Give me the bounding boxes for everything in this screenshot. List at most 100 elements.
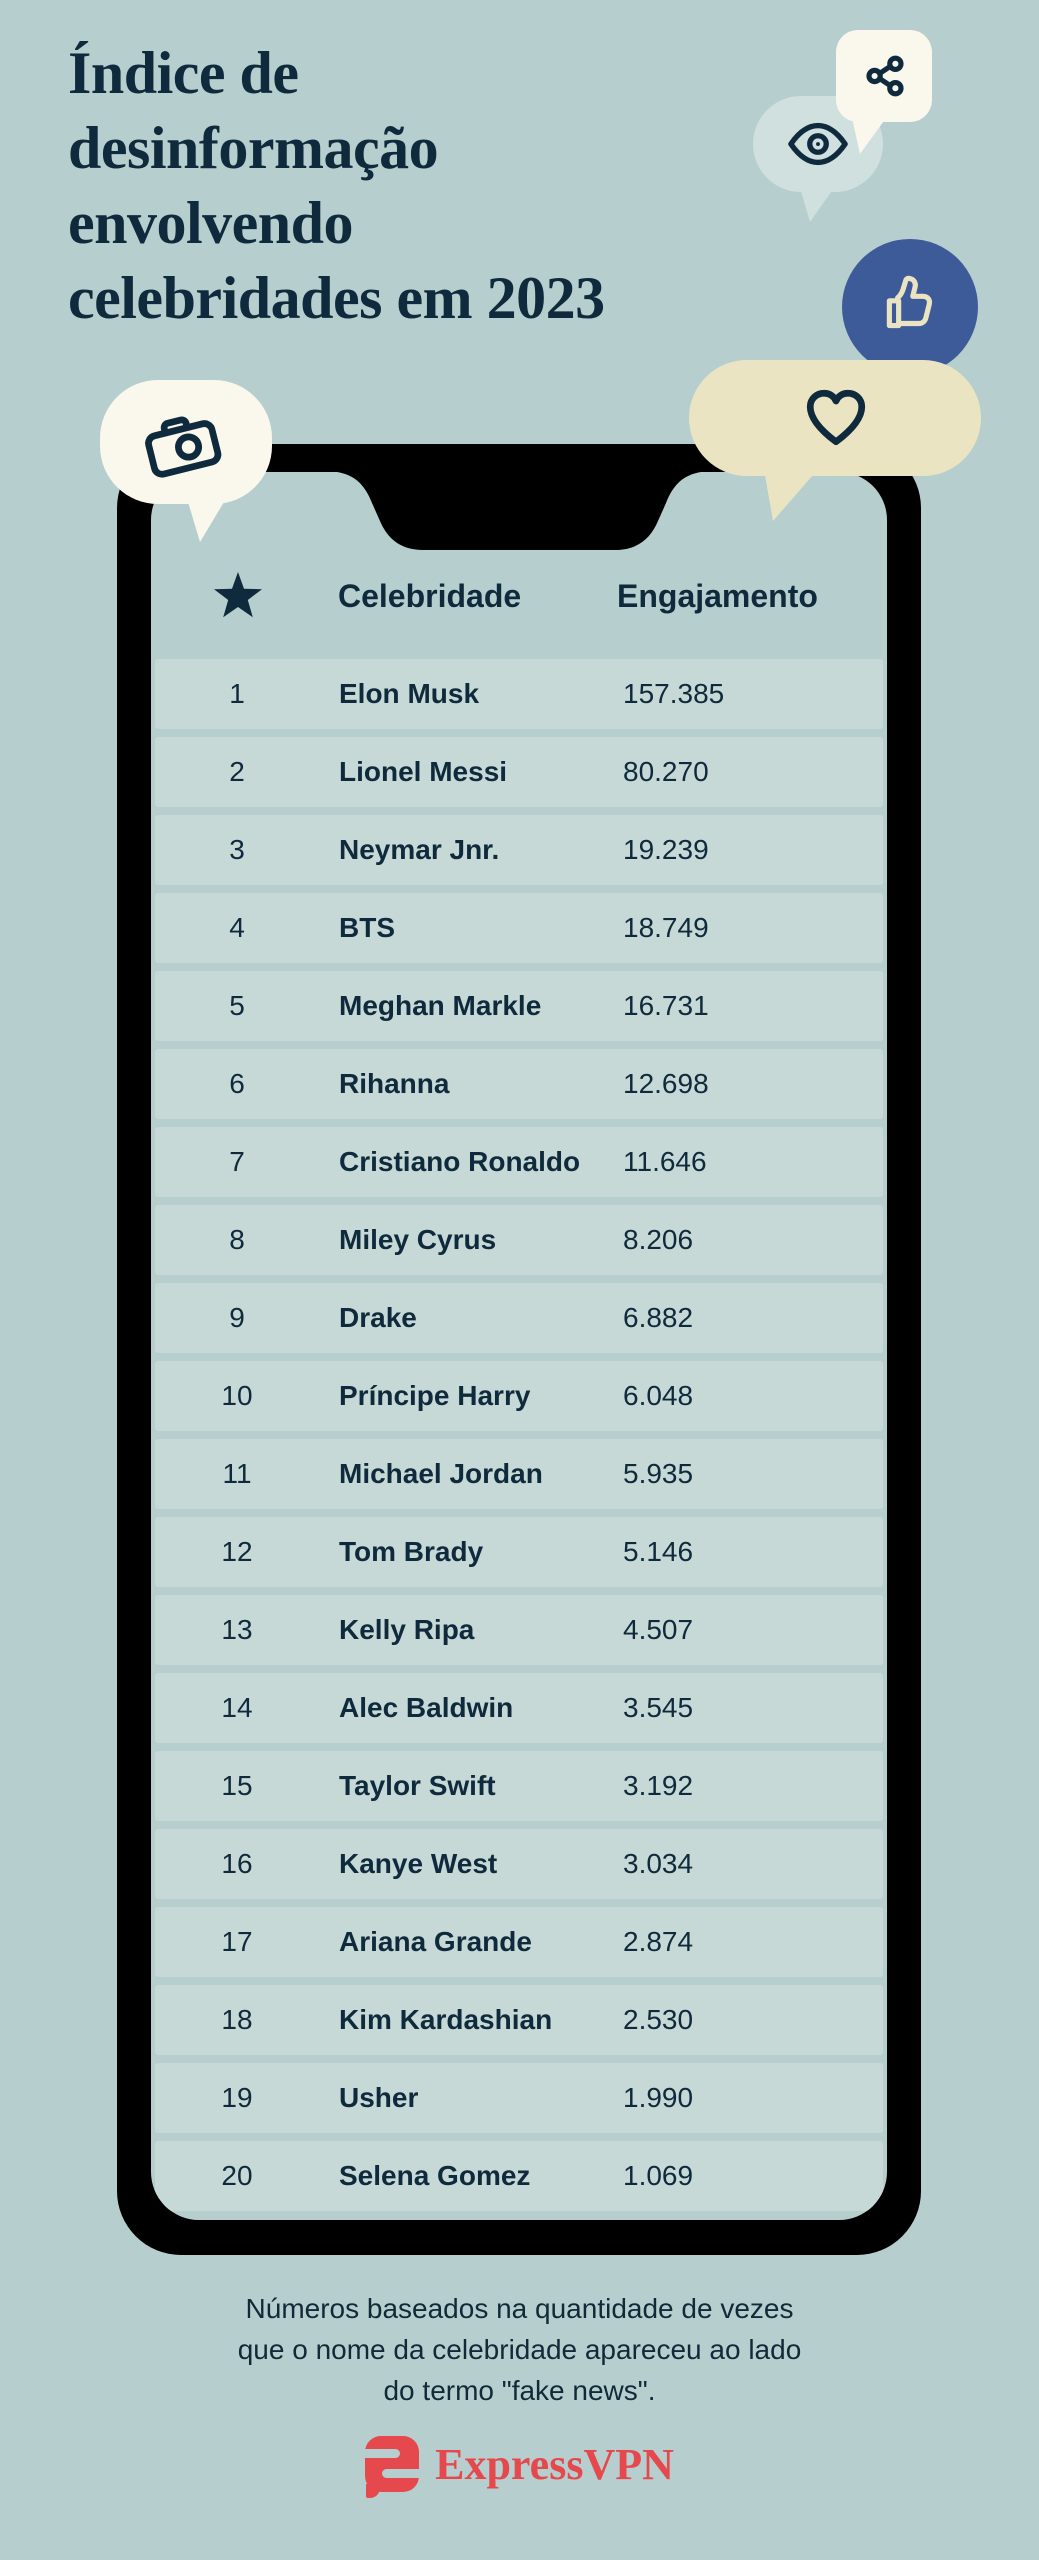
engagement-cell: 80.270 <box>623 756 709 787</box>
table-row: 15 Taylor Swift 3.192 <box>155 1751 883 1821</box>
celebrity-cell: Taylor Swift <box>339 1770 496 1801</box>
star-icon <box>214 572 262 618</box>
engagement-cell: 3.192 <box>623 1770 694 1801</box>
engagement-cell: 18.749 <box>623 912 709 943</box>
share-bubble-tail <box>852 118 886 154</box>
rank-cell: 7 <box>229 1146 245 1177</box>
expressvpn-logomark-icon <box>364 2436 421 2498</box>
rank-cell: 13 <box>221 1614 253 1645</box>
rank-cell: 1 <box>229 678 245 709</box>
rank-cell: 5 <box>229 990 245 1021</box>
column-header-engagement: Engajamento <box>617 578 818 614</box>
table-row: 5 Meghan Markle 16.731 <box>155 971 883 1041</box>
title-line-3: envolvendo <box>68 190 354 256</box>
engagement-cell: 2.530 <box>623 2004 694 2035</box>
engagement-cell: 6.048 <box>623 1380 694 1411</box>
engagement-cell: 5.146 <box>623 1536 694 1567</box>
engagement-cell: 11.646 <box>623 1146 707 1177</box>
table-row: 14 Alec Baldwin 3.545 <box>155 1673 883 1743</box>
table-row: 1 Elon Musk 157.385 <box>155 659 883 729</box>
thumbs-up-badge <box>842 239 978 375</box>
table-row: 8 Miley Cyrus 8.206 <box>155 1205 883 1275</box>
rank-cell: 3 <box>229 834 245 865</box>
engagement-cell: 6.882 <box>623 1302 694 1333</box>
celebrity-cell: Rihanna <box>339 1068 450 1099</box>
footnote: Números baseados na quantidade de vezes … <box>0 2288 1039 2411</box>
table-row: 16 Kanye West 3.034 <box>155 1829 883 1899</box>
table-row: 18 Kim Kardashian 2.530 <box>155 1985 883 2055</box>
camera-icon <box>145 416 222 478</box>
table-row: 20 Selena Gomez 1.069 <box>155 2141 883 2211</box>
engagement-cell: 1.069 <box>623 2160 694 2191</box>
phone-notch <box>337 472 701 550</box>
title-line-4: celebridades em 2023 <box>68 265 605 331</box>
celebrity-cell: Miley Cyrus <box>339 1224 497 1255</box>
table-row: 17 Ariana Grande 2.874 <box>155 1907 883 1977</box>
rank-cell: 20 <box>221 2160 253 2191</box>
celebrity-cell: Lionel Messi <box>339 756 508 787</box>
celebrity-cell: Alec Baldwin <box>339 1692 514 1723</box>
engagement-cell: 157.385 <box>623 678 725 709</box>
engagement-cell: 19.239 <box>623 834 709 865</box>
footnote-line-2: que o nome da celebridade apareceu ao la… <box>237 2334 802 2365</box>
celebrity-cell: Kanye West <box>339 1848 498 1879</box>
celebrity-cell: Drake <box>339 1302 417 1333</box>
celebrity-cell: Tom Brady <box>339 1536 484 1567</box>
rank-cell: 11 <box>222 1458 252 1489</box>
table-row: 6 Rihanna 12.698 <box>155 1049 883 1119</box>
celebrity-cell: Michael Jordan <box>339 1458 543 1489</box>
page-title: Índice de desinformação envolvendo celeb… <box>68 36 808 336</box>
thumbs-up-icon <box>886 275 933 329</box>
heart-bubble <box>689 360 981 521</box>
rank-cell: 15 <box>221 1770 253 1801</box>
rank-cell: 4 <box>229 912 245 943</box>
celebrity-cell: Neymar Jnr. <box>339 834 500 865</box>
engagement-cell: 16.731 <box>623 990 709 1021</box>
column-header-celebrity: Celebridade <box>338 578 522 614</box>
rank-cell: 12 <box>221 1536 253 1567</box>
engagement-cell: 5.935 <box>623 1458 694 1489</box>
rank-cell: 6 <box>229 1068 245 1099</box>
rank-cell: 16 <box>221 1848 253 1879</box>
footnote-line-1: Números baseados na quantidade de vezes <box>245 2293 794 2324</box>
phone-mockup: Celebridade Engajamento 1 Elon Musk 157.… <box>117 444 921 2255</box>
engagement-cell: 3.545 <box>623 1692 694 1723</box>
celebrity-cell: Selena Gomez <box>339 2160 531 2191</box>
camera-bubble-tail <box>188 502 224 542</box>
eye-icon <box>788 122 848 166</box>
table-row: 7 Cristiano Ronaldo 11.646 <box>155 1127 883 1197</box>
engagement-cell: 2.874 <box>623 1926 694 1957</box>
table-row: 13 Kelly Ripa 4.507 <box>155 1595 883 1665</box>
table-row: 4 BTS 18.749 <box>155 893 883 963</box>
engagement-cell: 3.034 <box>623 1848 694 1879</box>
engagement-cell: 1.990 <box>623 2082 694 2113</box>
table-header: Celebridade Engajamento <box>151 570 887 630</box>
footnote-line-3: do termo "fake news". <box>383 2375 656 2406</box>
table-row: 19 Usher 1.990 <box>155 2063 883 2133</box>
celebrity-cell: Usher <box>339 2082 419 2113</box>
phone-screen: Celebridade Engajamento 1 Elon Musk 157.… <box>151 472 887 2220</box>
eye-bubble-tail <box>800 188 834 222</box>
share-bubble <box>836 30 932 154</box>
table-row: 11 Michael Jordan 5.935 <box>155 1439 883 1509</box>
celebrity-cell: Ariana Grande <box>339 1926 532 1957</box>
rank-cell: 8 <box>229 1224 245 1255</box>
rank-cell: 18 <box>221 2004 253 2035</box>
celebrity-cell: Cristiano Ronaldo <box>339 1146 581 1177</box>
engagement-cell: 4.507 <box>623 1614 694 1645</box>
celebrity-cell: BTS <box>339 912 395 943</box>
brand-name: ExpressVPN <box>435 2439 674 2489</box>
brand-footer: ExpressVPN <box>0 2436 1039 2498</box>
rank-cell: 9 <box>229 1302 245 1333</box>
engagement-cell: 12.698 <box>623 1068 709 1099</box>
rank-cell: 17 <box>221 1926 253 1957</box>
rank-cell: 19 <box>221 2082 253 2113</box>
table-row: 3 Neymar Jnr. 19.239 <box>155 815 883 885</box>
heart-icon <box>806 389 866 446</box>
rank-cell: 10 <box>221 1380 253 1411</box>
camera-bubble <box>100 380 272 542</box>
celebrity-cell: Meghan Markle <box>339 990 542 1021</box>
celebrity-cell: Kim Kardashian <box>339 2004 553 2035</box>
rank-cell: 2 <box>229 756 245 787</box>
